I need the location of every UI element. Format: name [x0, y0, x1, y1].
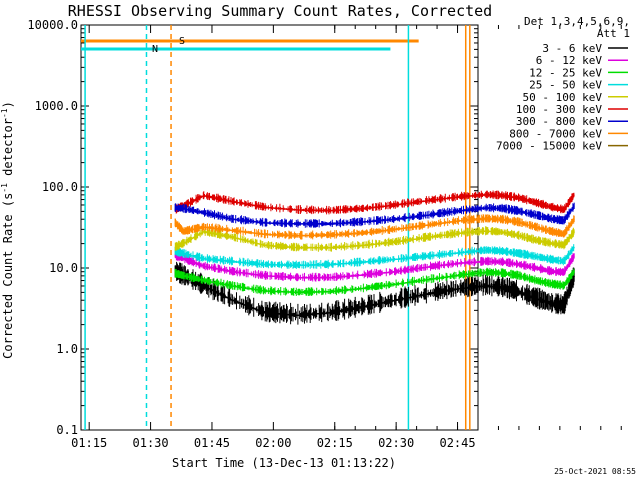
plot-area: 0.1 1.0 10.0 100.0 1000.0 10000.0 01:15 01:30 01…	[27, 18, 622, 450]
x-tick-label: 01:30	[133, 436, 169, 450]
legend-label: 25 - 50 keV	[529, 79, 602, 92]
series-line	[174, 230, 575, 249]
series-12-25keV	[174, 267, 575, 296]
series-300-800keV	[174, 202, 575, 228]
x-tick-label: 02:30	[378, 436, 414, 450]
x-tick-label: 02:45	[439, 436, 475, 450]
legend-label: 6 - 12 keV	[536, 54, 603, 67]
x-tick-label: 01:15	[71, 436, 107, 450]
series-800-7000keV	[174, 214, 575, 240]
series-25-50keV	[174, 244, 575, 269]
series-50-100keV	[174, 226, 575, 252]
x-axis-label: Start Time (13-Dec-13 01:13:22)	[172, 456, 396, 470]
y-axis-label: Corrected Count Rate (s-1 detector-1)	[0, 101, 15, 359]
x-tick-label: 02:00	[255, 436, 291, 450]
series-line	[174, 218, 575, 237]
legend-label: 100 - 300 keV	[516, 103, 602, 116]
flag-label-S: S	[179, 36, 185, 47]
y-tick-label: 100.0	[42, 180, 78, 194]
legend-label: 3 - 6 keV	[542, 42, 602, 55]
y-tick-label: 10.0	[49, 261, 78, 275]
y-tick-label: 1000.0	[35, 99, 78, 113]
series-line	[174, 194, 575, 212]
y-tick-label: 1.0	[56, 342, 78, 356]
y-tick-label: 10000.0	[27, 18, 78, 32]
series-6-12keV	[174, 251, 575, 282]
legend-label: 7000 - 15000 keV	[496, 140, 602, 153]
series-line	[174, 271, 575, 294]
footer-timestamp: 25-Oct-2021 08:55	[554, 467, 636, 476]
legend-header-detectors: Det 1,3,4,5,6,9,	[524, 15, 630, 28]
y-tick-label: 0.1	[56, 423, 78, 437]
x-tick-label: 02:15	[317, 436, 353, 450]
legend-label: 12 - 25 keV	[529, 66, 602, 79]
x-tick-label: 01:45	[194, 436, 230, 450]
plot-frame	[80, 24, 479, 431]
legend-label: 300 - 800 keV	[516, 115, 602, 128]
legend-header-attenuator: Att 1	[597, 27, 630, 40]
flag-label-N: N	[152, 44, 158, 55]
series-line	[174, 205, 575, 225]
series-line	[174, 246, 575, 267]
series-line	[174, 271, 575, 317]
chart-title: RHESSI Observing Summary Count Rates, Co…	[68, 2, 492, 20]
series-line	[174, 255, 575, 279]
legend-label: 800 - 7000 keV	[509, 127, 602, 140]
legend-label: 50 - 100 keV	[523, 91, 603, 104]
